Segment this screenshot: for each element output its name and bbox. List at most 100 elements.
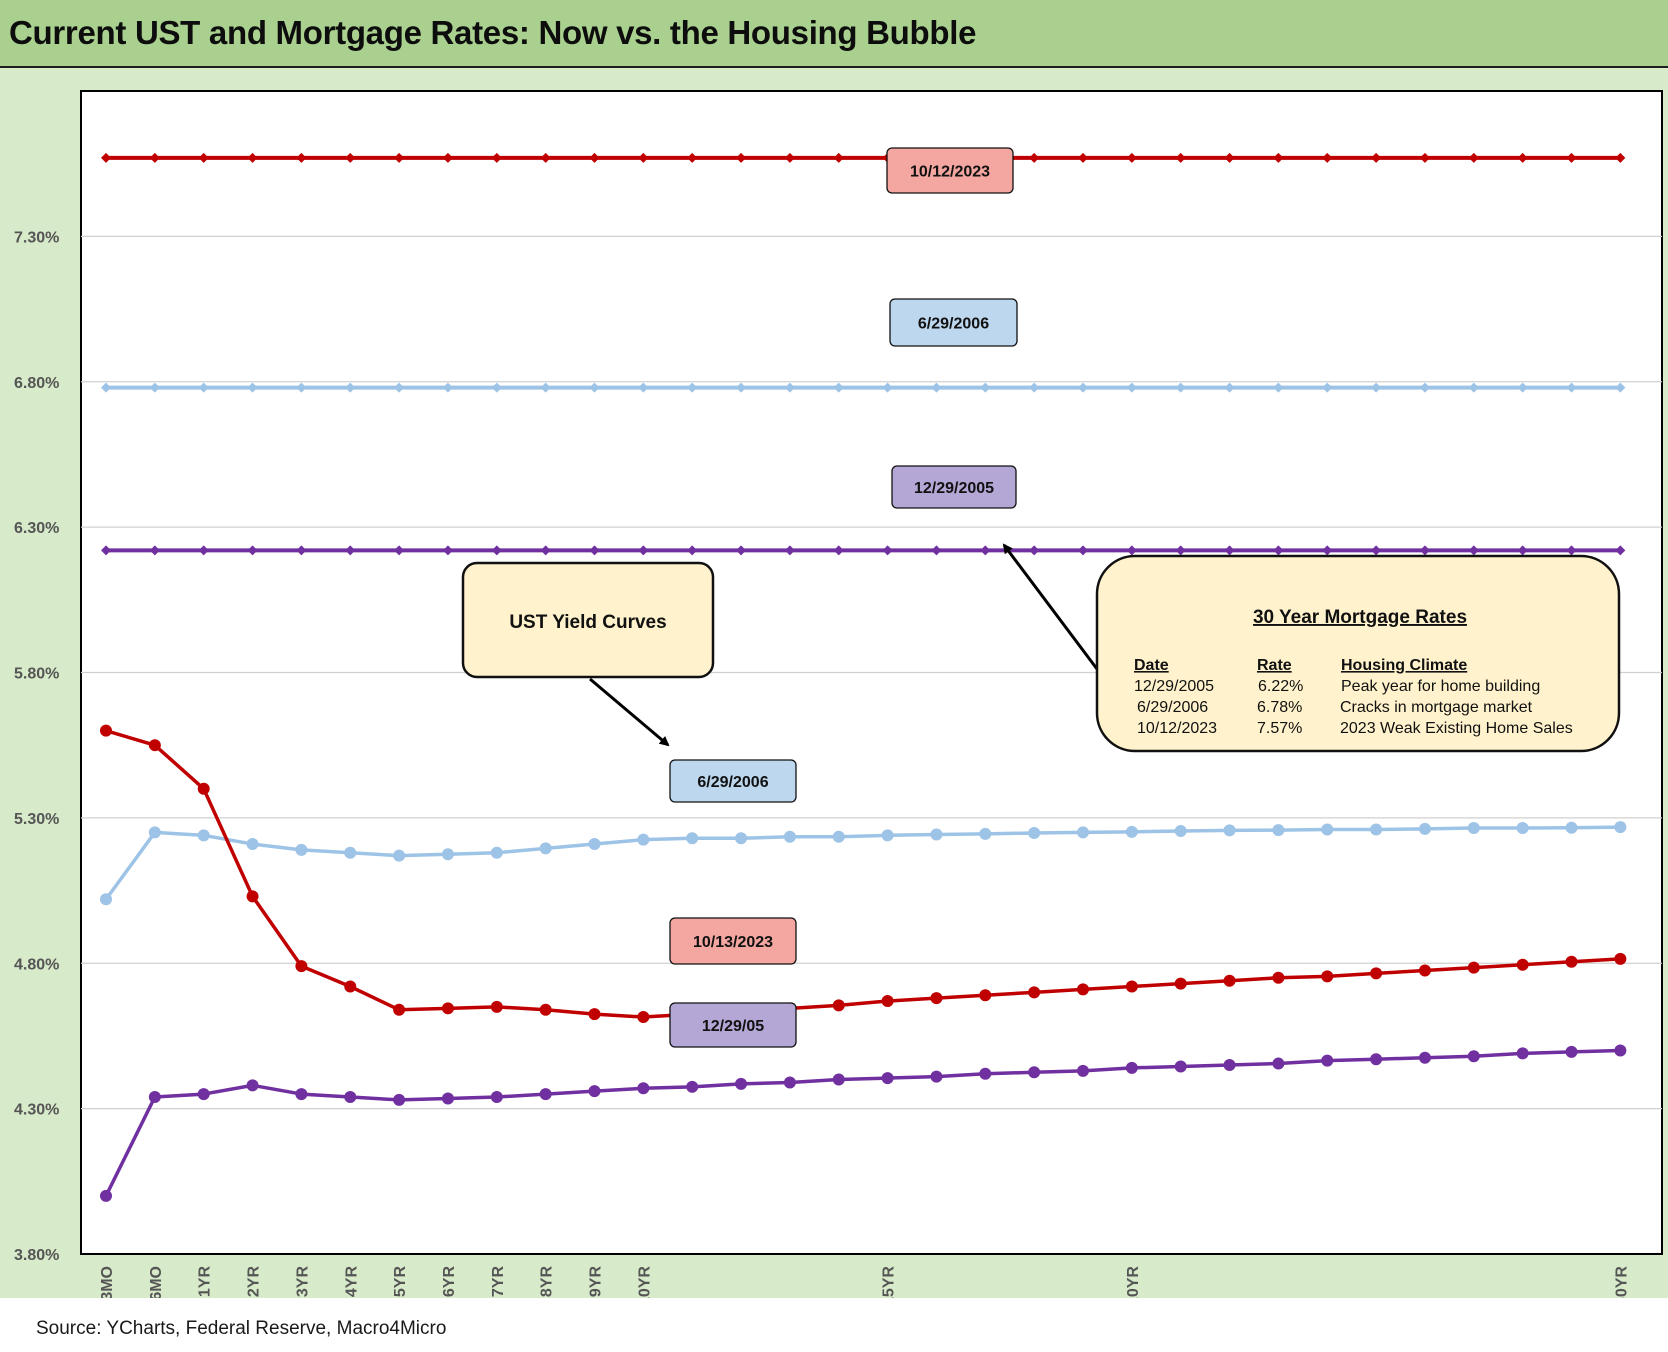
data-point bbox=[980, 545, 991, 556]
data-point bbox=[687, 152, 698, 163]
data-point bbox=[246, 890, 259, 903]
data-point bbox=[1516, 822, 1529, 835]
data-point bbox=[296, 382, 307, 393]
data-point bbox=[1370, 967, 1383, 980]
data-point bbox=[393, 1003, 406, 1016]
data-point bbox=[539, 842, 552, 855]
data-point bbox=[1126, 382, 1137, 393]
data-point bbox=[1566, 152, 1577, 163]
data-point bbox=[1321, 1054, 1334, 1067]
table-cell: 7.57% bbox=[1257, 720, 1302, 737]
data-point bbox=[1614, 1044, 1627, 1057]
data-point bbox=[1029, 382, 1040, 393]
data-point bbox=[784, 382, 795, 393]
data-point bbox=[198, 152, 209, 163]
arrow bbox=[1002, 543, 1099, 670]
data-point bbox=[1272, 1057, 1285, 1070]
data-point bbox=[1223, 824, 1236, 837]
data-point bbox=[931, 545, 942, 556]
data-point bbox=[1467, 1050, 1480, 1063]
data-point bbox=[1126, 545, 1137, 556]
data-point bbox=[589, 152, 600, 163]
label-text: 12/29/2005 bbox=[914, 480, 994, 497]
x-tick-label: 30YR bbox=[1613, 1266, 1630, 1298]
y-tick-label: 5.30% bbox=[14, 811, 59, 828]
label-box bbox=[669, 759, 797, 803]
series-line bbox=[104, 1048, 1621, 1197]
table-cell: 6.78% bbox=[1257, 699, 1302, 716]
data-point bbox=[1615, 152, 1626, 163]
data-point bbox=[1175, 152, 1186, 163]
data-point bbox=[736, 545, 747, 556]
data-point bbox=[833, 152, 844, 163]
data-point bbox=[1224, 382, 1235, 393]
data-point bbox=[1517, 152, 1528, 163]
data-point bbox=[490, 846, 503, 859]
data-point bbox=[1078, 382, 1088, 393]
data-point bbox=[588, 1085, 601, 1098]
data-point bbox=[1223, 974, 1236, 987]
data-point bbox=[736, 382, 747, 393]
data-point bbox=[148, 739, 161, 752]
data-point bbox=[1028, 1066, 1041, 1079]
ust-callout: UST Yield Curves bbox=[461, 561, 715, 747]
data-point bbox=[1077, 826, 1089, 839]
data-point bbox=[1418, 1051, 1431, 1064]
data-point bbox=[149, 382, 160, 393]
data-point bbox=[1467, 961, 1480, 974]
data-point bbox=[394, 152, 405, 163]
data-point bbox=[1321, 823, 1334, 836]
data-point bbox=[394, 545, 405, 556]
data-point bbox=[246, 1079, 259, 1092]
x-tick-label: 6MO bbox=[148, 1266, 165, 1298]
data-point bbox=[833, 382, 844, 393]
series-date-label: 12/29/2005 bbox=[891, 465, 1017, 509]
series-date-label: 10/12/2023 bbox=[886, 147, 1014, 194]
data-point bbox=[1467, 822, 1480, 835]
data-point bbox=[686, 832, 699, 845]
data-point bbox=[589, 545, 600, 556]
data-point bbox=[979, 989, 992, 1002]
data-point bbox=[1175, 382, 1186, 393]
table-header: Housing Climate bbox=[1341, 657, 1467, 674]
data-point bbox=[832, 999, 845, 1012]
series-date-label: 12/29/05 bbox=[669, 1002, 797, 1048]
data-point bbox=[735, 1077, 748, 1090]
data-point bbox=[1565, 955, 1578, 968]
data-point bbox=[100, 724, 112, 737]
data-point bbox=[296, 545, 307, 556]
data-point bbox=[540, 545, 551, 556]
x-tick-label: 9YR bbox=[588, 1266, 605, 1298]
series-mortgage-1 bbox=[101, 382, 1626, 393]
data-point bbox=[1175, 545, 1186, 556]
series-date-label: 6/29/2006 bbox=[889, 298, 1018, 347]
x-tick-label: 8YR bbox=[539, 1266, 556, 1298]
data-point bbox=[1028, 826, 1041, 839]
data-point bbox=[148, 1090, 161, 1103]
data-point bbox=[491, 382, 502, 393]
data-point bbox=[247, 152, 258, 163]
y-tick-label: 5.80% bbox=[14, 666, 59, 683]
data-point bbox=[1516, 1047, 1529, 1060]
page-title: Current UST and Mortgage Rates: Now vs. … bbox=[9, 14, 977, 51]
data-point bbox=[882, 545, 893, 556]
data-point bbox=[1566, 545, 1577, 556]
series-mortgage-2 bbox=[101, 545, 1626, 556]
y-tick-label: 6.80% bbox=[14, 375, 59, 392]
data-point bbox=[588, 1008, 601, 1021]
data-point bbox=[1370, 823, 1383, 836]
chart-area: 3.80% 4.30% 4.80% 5.30% 5.80% 6.30% 6.80% 7.30%… bbox=[0, 68, 1668, 1298]
data-point bbox=[833, 545, 844, 556]
y-tick-label: 6.30% bbox=[14, 520, 59, 537]
data-point bbox=[832, 830, 845, 843]
data-point bbox=[1371, 152, 1382, 163]
table-cell: 2023 Weak Existing Home Sales bbox=[1340, 720, 1573, 737]
data-point bbox=[1224, 152, 1235, 163]
label-box bbox=[889, 298, 1018, 347]
data-point bbox=[1468, 382, 1479, 393]
data-point bbox=[1516, 958, 1529, 971]
data-point bbox=[1029, 152, 1040, 163]
data-point bbox=[1615, 382, 1626, 393]
data-point bbox=[930, 992, 943, 1005]
series-line bbox=[104, 825, 1621, 901]
